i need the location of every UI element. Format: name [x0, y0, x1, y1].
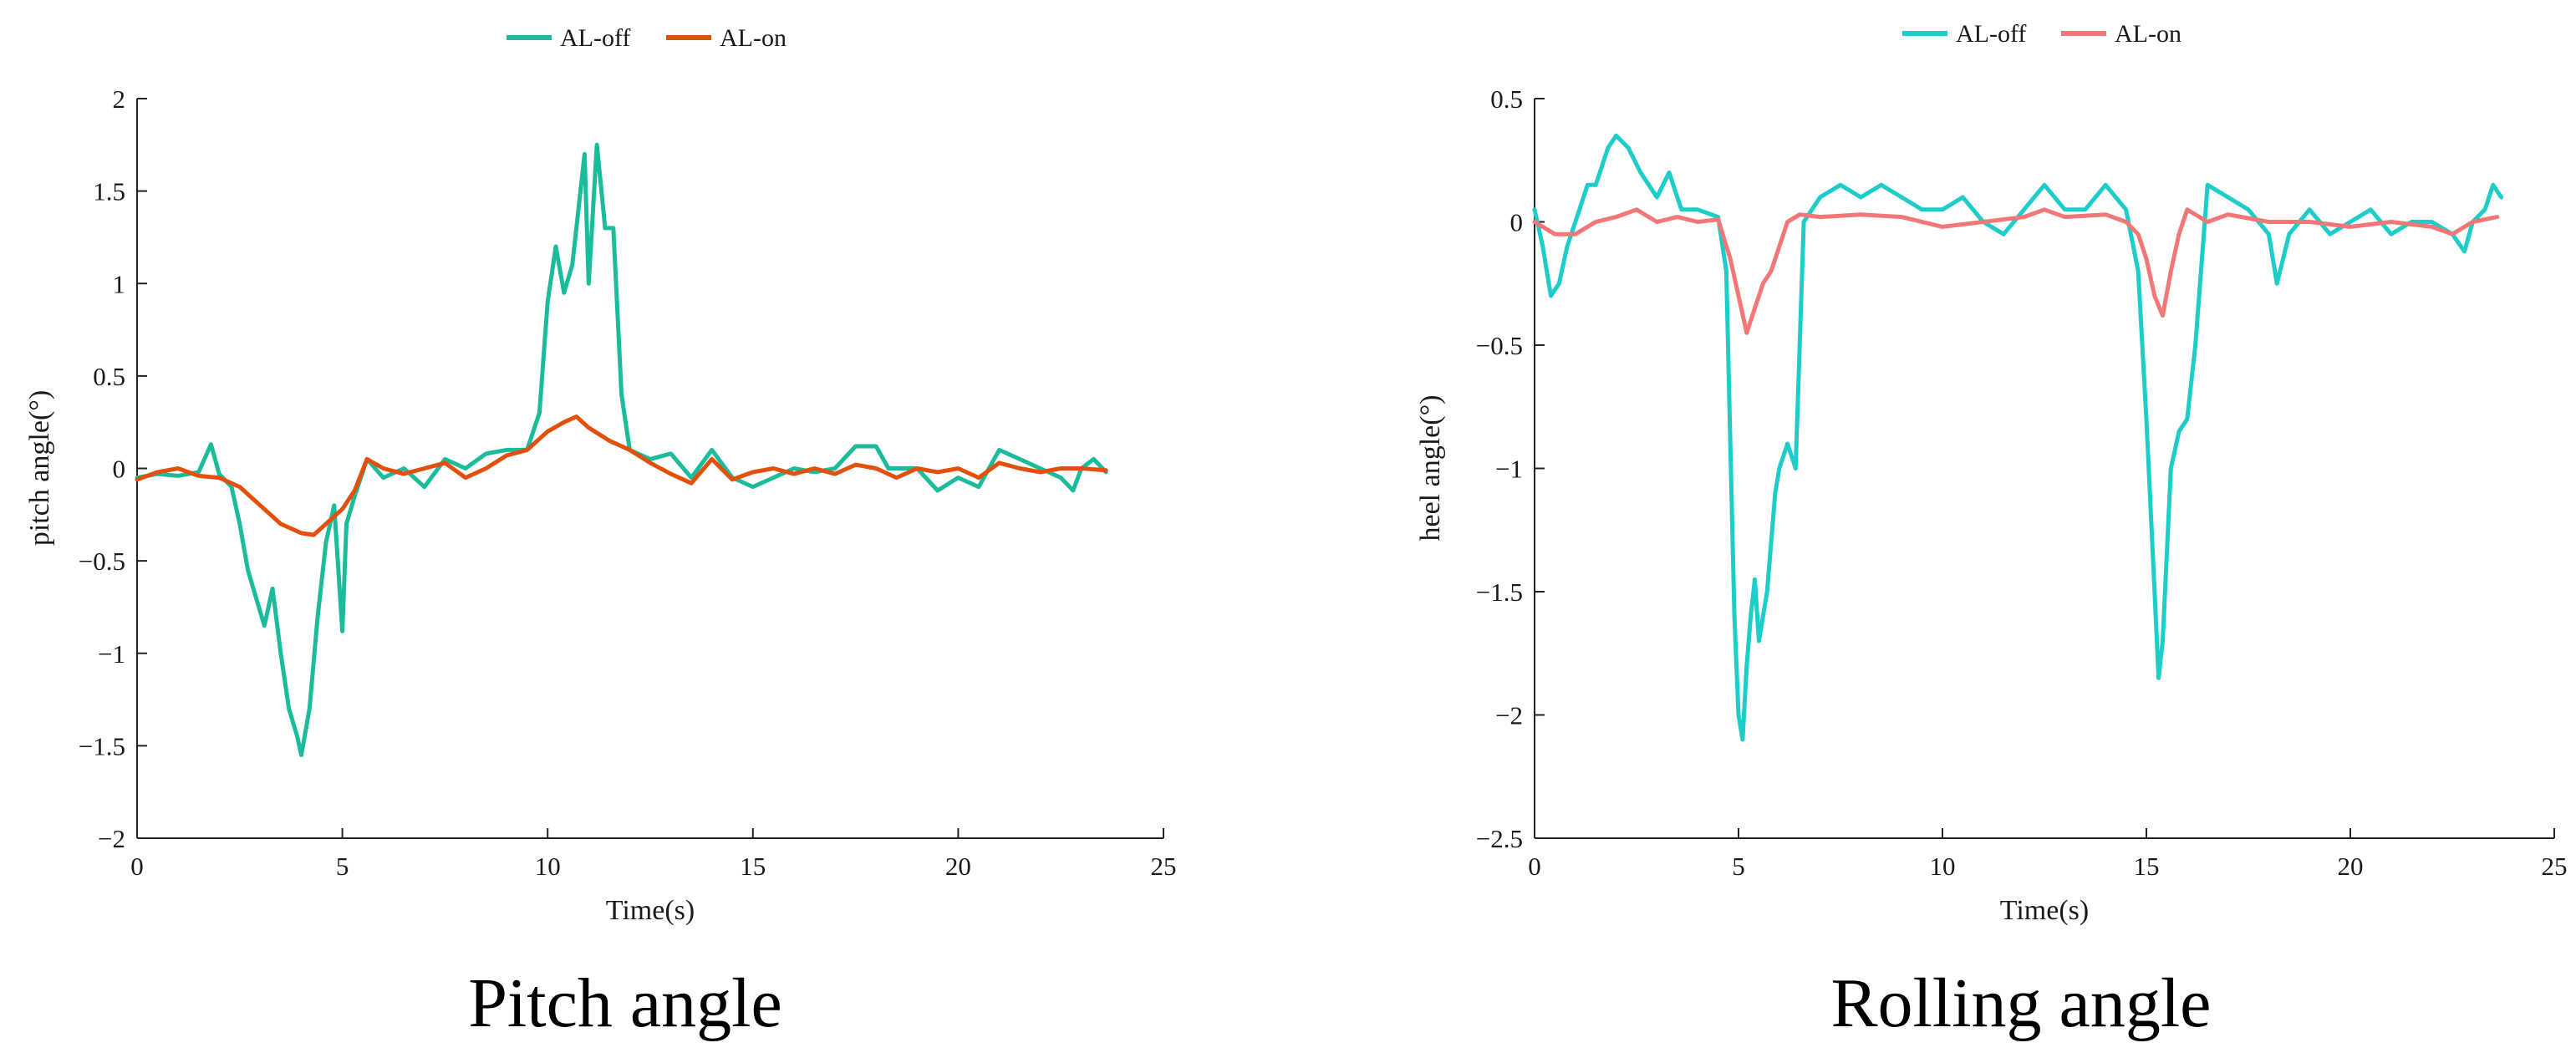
rolling-x-tick-label: 20: [2338, 852, 2364, 881]
pitch-x-tick-label: 5: [336, 852, 349, 881]
pitch-x-tick-label: 0: [130, 852, 144, 881]
pitch-series-al-off: [135, 142, 1108, 757]
pitch-x-tick-label: 10: [535, 852, 561, 881]
legend-label-al-on: AL-on: [2115, 20, 2181, 48]
rolling-legend: AL-off AL-on: [1902, 20, 2181, 48]
pitch-angle-chart: AL-off AL-on 0 5 10 15 20 25 2 1.5 1 0.5 0 −0.5 −1 −1…: [24, 24, 1177, 1042]
rolling-y-tick-label: 0.5: [1490, 84, 1523, 114]
pitch-y-tick-label: 1.5: [93, 177, 125, 206]
pitch-x-tick-label: 15: [740, 852, 766, 881]
rolling-x-axis-label: Time(s): [2000, 895, 2089, 926]
pitch-legend: AL-off AL-on: [507, 24, 787, 52]
rolling-y-tick-label: 0: [1510, 208, 1524, 237]
rolling-y-tick-label: −2: [1495, 701, 1523, 730]
legend-label-al-on: AL-on: [720, 24, 787, 52]
pitch-y-axis-label: pitch angle(°): [24, 390, 55, 546]
pitch-x-tick-label: 20: [945, 852, 971, 881]
rolling-caption: Rolling angle: [1831, 964, 2212, 1042]
pitch-y-tick-label: −0.5: [79, 547, 125, 576]
pitch-y-tick-label: 0: [113, 455, 126, 484]
pitch-y-tick-label: −1: [98, 639, 125, 669]
rolling-series-al-on: [1532, 207, 2500, 335]
pitch-y-tick-label: 0.5: [93, 362, 125, 391]
rolling-x-tick-label: 0: [1528, 852, 1541, 881]
pitch-plot-area: 0 5 10 15 20 25 2 1.5 1 0.5 0 −0.5 −1 −1.5 −2: [79, 84, 1177, 881]
pitch-series-al-on: [135, 415, 1108, 537]
pitch-y-tick-label: 2: [113, 84, 126, 114]
pitch-y-tick-label: 1: [113, 269, 126, 298]
legend-label-al-off: AL-off: [560, 24, 630, 52]
rolling-x-tick-label: 15: [2134, 852, 2160, 881]
pitch-x-tick-label: 25: [1151, 852, 1177, 881]
rolling-x-tick-label: 10: [1930, 852, 1956, 881]
rolling-plot-area: 0 5 10 15 20 25 0.5 0 −0.5 −1 −1.5 −2 −2.5: [1476, 84, 2568, 881]
pitch-x-axis-label: Time(s): [606, 895, 695, 926]
rolling-y-tick-label: −2.5: [1476, 824, 1523, 853]
pitch-y-tick-label: −2: [98, 824, 125, 853]
legend-label-al-off: AL-off: [1956, 20, 2026, 48]
rolling-y-tick-label: −1: [1495, 455, 1523, 484]
rolling-x-tick-label: 25: [2542, 852, 2568, 881]
pitch-caption: Pitch angle: [468, 964, 782, 1042]
rolling-y-axis-label: heel angle(°): [1415, 395, 1446, 542]
pitch-y-tick-label: −1.5: [79, 731, 125, 760]
rolling-angle-chart: AL-off AL-on 0 5 10 15 20 25 0.5 0 −0.5 −1 −1.5 −2 −…: [1415, 20, 2568, 1042]
rolling-y-tick-label: −0.5: [1476, 331, 1523, 360]
rolling-y-tick-label: −1.5: [1476, 577, 1523, 607]
rolling-x-tick-label: 5: [1732, 852, 1745, 881]
